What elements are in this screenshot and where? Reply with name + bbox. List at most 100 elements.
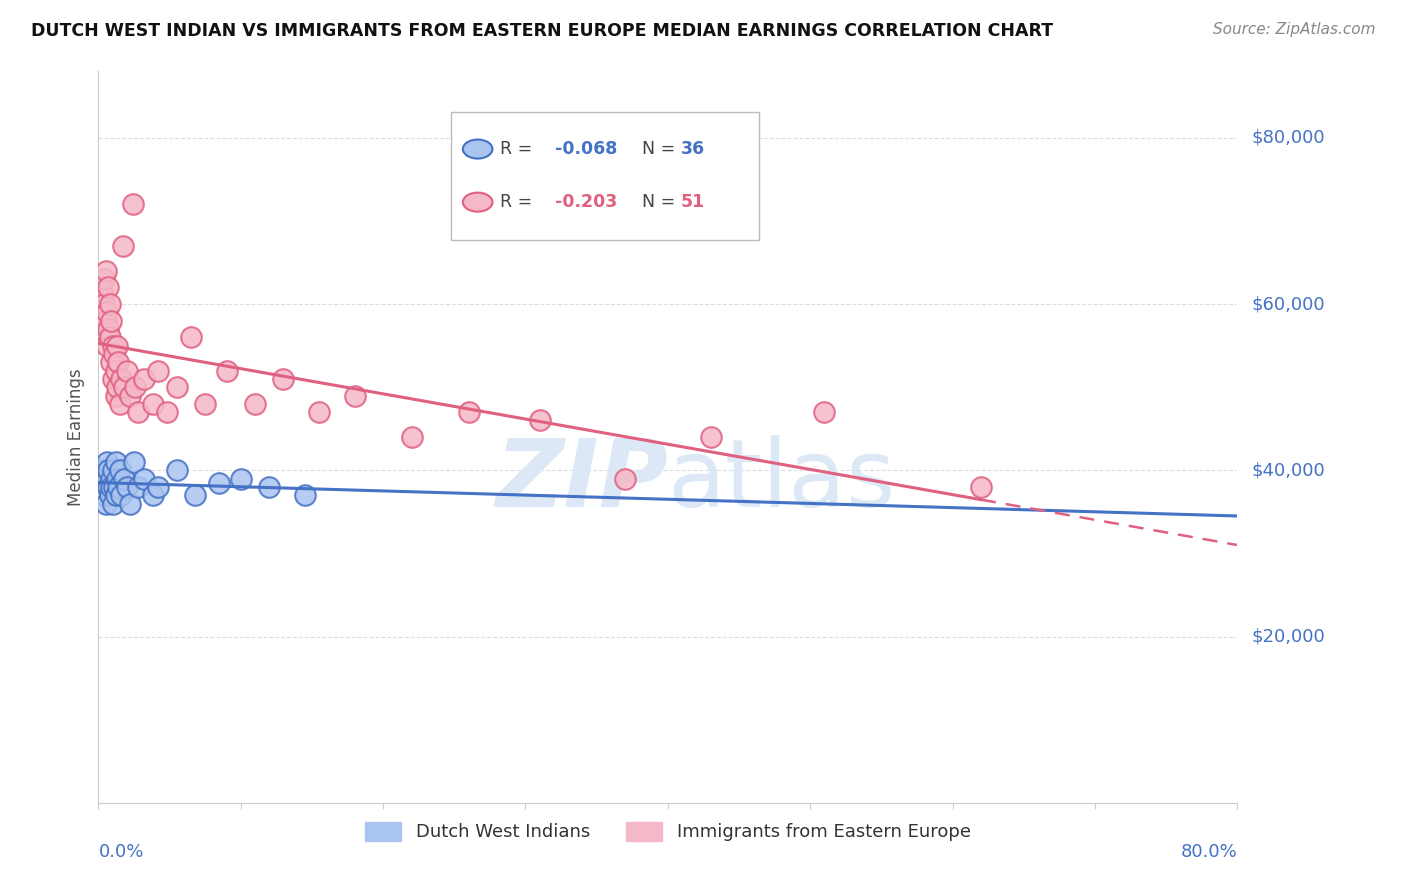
Point xyxy=(105,472,128,486)
Point xyxy=(156,405,179,419)
Point xyxy=(121,197,143,211)
Point xyxy=(98,488,121,502)
Point xyxy=(970,480,993,494)
Point xyxy=(97,280,120,294)
Point xyxy=(98,297,121,311)
Point xyxy=(103,347,125,361)
Point xyxy=(91,472,114,486)
Point xyxy=(91,322,114,336)
Point xyxy=(813,405,835,419)
Text: R =: R = xyxy=(501,194,538,211)
Circle shape xyxy=(463,193,492,211)
Point xyxy=(699,430,721,444)
Text: -0.068: -0.068 xyxy=(555,140,617,158)
Point xyxy=(141,397,163,411)
Point xyxy=(101,463,124,477)
Point xyxy=(401,430,423,444)
Point xyxy=(166,380,188,394)
Point xyxy=(101,372,124,386)
Point xyxy=(107,355,129,369)
Point xyxy=(141,488,163,502)
Point xyxy=(457,405,479,419)
Text: -0.203: -0.203 xyxy=(555,194,617,211)
Point xyxy=(104,388,127,402)
Point xyxy=(97,322,120,336)
Point xyxy=(93,297,115,311)
Point xyxy=(93,463,115,477)
Point xyxy=(101,338,124,352)
Point xyxy=(208,475,231,490)
Text: $40,000: $40,000 xyxy=(1251,461,1324,479)
Point xyxy=(104,363,127,377)
Point xyxy=(105,380,128,394)
Point xyxy=(115,480,138,494)
Point xyxy=(108,397,131,411)
Point xyxy=(103,480,125,494)
Point xyxy=(100,355,122,369)
Point xyxy=(115,363,138,377)
Point xyxy=(148,363,170,377)
Point xyxy=(94,314,117,328)
Point xyxy=(97,463,120,477)
Point xyxy=(118,388,141,402)
Point xyxy=(94,264,117,278)
Point xyxy=(180,330,202,344)
FancyBboxPatch shape xyxy=(451,112,759,240)
Point xyxy=(124,380,146,394)
Text: N =: N = xyxy=(631,140,681,158)
Point xyxy=(122,455,145,469)
Point xyxy=(529,413,551,427)
Point xyxy=(104,455,127,469)
Point xyxy=(93,272,115,286)
Point xyxy=(110,372,132,386)
Point xyxy=(308,405,330,419)
Point xyxy=(127,480,149,494)
Point xyxy=(132,472,155,486)
Point xyxy=(148,480,170,494)
Text: $80,000: $80,000 xyxy=(1251,128,1324,147)
Point xyxy=(132,372,155,386)
Text: 36: 36 xyxy=(681,140,704,158)
Text: 80.0%: 80.0% xyxy=(1181,843,1237,861)
Point xyxy=(111,239,134,253)
Point xyxy=(184,488,207,502)
Point xyxy=(100,480,122,494)
Legend: Dutch West Indians, Immigrants from Eastern Europe: Dutch West Indians, Immigrants from East… xyxy=(359,814,977,848)
Text: 51: 51 xyxy=(681,194,704,211)
Point xyxy=(96,455,118,469)
Point xyxy=(127,405,149,419)
Point xyxy=(294,488,316,502)
Text: atlas: atlas xyxy=(668,435,896,527)
Point xyxy=(229,472,252,486)
Point xyxy=(101,497,124,511)
Text: 0.0%: 0.0% xyxy=(98,843,143,861)
Circle shape xyxy=(463,139,492,159)
Point xyxy=(166,463,188,477)
Point xyxy=(94,497,117,511)
Point xyxy=(91,289,114,303)
Text: N =: N = xyxy=(631,194,681,211)
Point xyxy=(118,497,141,511)
Point xyxy=(98,330,121,344)
Point xyxy=(94,475,117,490)
Point xyxy=(96,338,118,352)
Point xyxy=(343,388,366,402)
Point xyxy=(273,372,295,386)
Point xyxy=(215,363,238,377)
Point xyxy=(104,488,127,502)
Point xyxy=(100,314,122,328)
Point xyxy=(100,472,122,486)
Point xyxy=(112,472,135,486)
Point xyxy=(90,280,112,294)
Text: Source: ZipAtlas.com: Source: ZipAtlas.com xyxy=(1212,22,1375,37)
Point xyxy=(105,338,128,352)
Point xyxy=(90,480,112,494)
Point xyxy=(110,488,132,502)
Text: DUTCH WEST INDIAN VS IMMIGRANTS FROM EASTERN EUROPE MEDIAN EARNINGS CORRELATION : DUTCH WEST INDIAN VS IMMIGRANTS FROM EAS… xyxy=(31,22,1053,40)
Text: $20,000: $20,000 xyxy=(1251,628,1324,646)
Point xyxy=(243,397,266,411)
Point xyxy=(194,397,217,411)
Text: $60,000: $60,000 xyxy=(1251,295,1324,313)
Point xyxy=(107,480,129,494)
Point xyxy=(614,472,637,486)
